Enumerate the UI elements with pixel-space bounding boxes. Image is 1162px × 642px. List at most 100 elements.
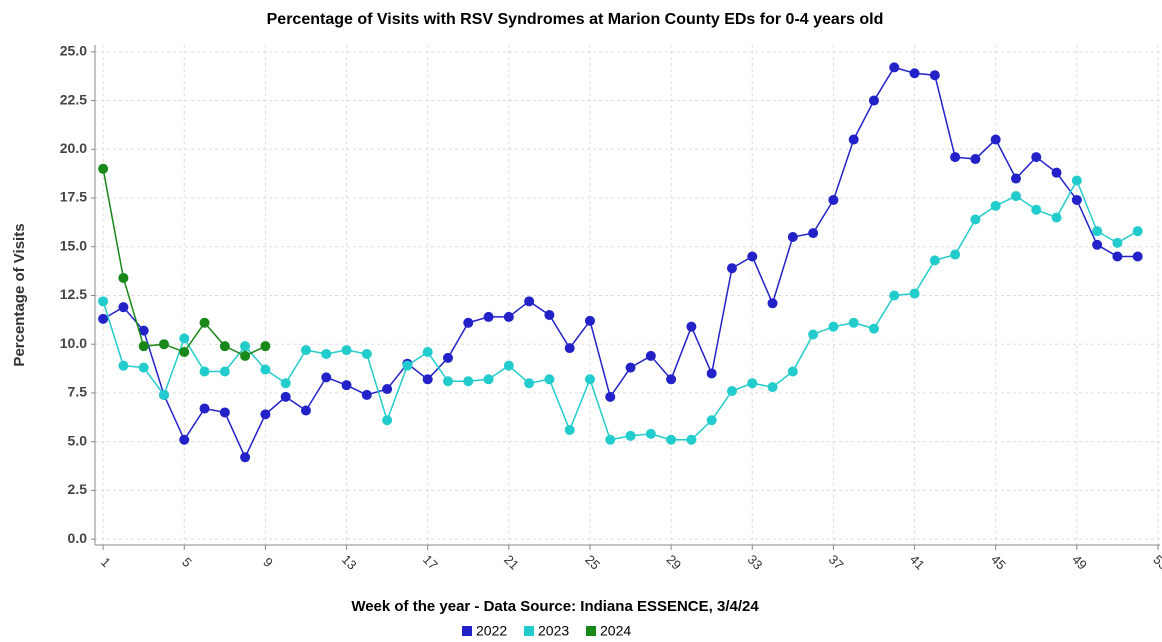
data-point xyxy=(666,434,677,445)
legend-swatch xyxy=(524,626,534,636)
data-point xyxy=(503,311,514,322)
data-point xyxy=(787,232,798,243)
data-point xyxy=(300,405,311,416)
data-point xyxy=(1092,226,1103,237)
data-point xyxy=(889,62,900,73)
x-tick-label: 21 xyxy=(501,552,522,573)
y-tick-label: 25.0 xyxy=(60,43,87,59)
x-tick-label: 9 xyxy=(260,554,276,570)
data-point xyxy=(828,194,839,205)
x-tick-label: 17 xyxy=(420,552,441,573)
data-point xyxy=(179,347,190,358)
data-point xyxy=(341,345,352,356)
data-point xyxy=(1051,212,1062,223)
data-point xyxy=(503,360,514,371)
data-point xyxy=(1092,239,1103,250)
data-point xyxy=(219,341,230,352)
y-tick-label: 17.5 xyxy=(60,189,87,205)
data-point xyxy=(138,341,149,352)
data-point xyxy=(747,378,758,389)
data-point xyxy=(950,249,961,260)
data-point xyxy=(219,407,230,418)
data-point xyxy=(98,296,109,307)
data-point xyxy=(1112,251,1123,262)
data-point xyxy=(1051,167,1062,178)
x-tick-label: 37 xyxy=(826,552,847,573)
data-point xyxy=(909,68,920,79)
x-tick-label: 49 xyxy=(1069,552,1090,573)
data-point xyxy=(361,389,372,400)
x-tick-label: 25 xyxy=(582,552,603,573)
data-point xyxy=(929,70,940,81)
legend-label: 2024 xyxy=(600,623,631,639)
data-point xyxy=(280,391,291,402)
data-point xyxy=(666,374,677,385)
data-point xyxy=(138,362,149,373)
data-point xyxy=(1071,175,1082,186)
y-axis-label: Percentage of Visits xyxy=(11,223,28,366)
x-tick-label: 1 xyxy=(98,554,114,570)
data-point xyxy=(240,341,251,352)
legend-swatch xyxy=(462,626,472,636)
data-point xyxy=(300,345,311,356)
data-point xyxy=(990,200,1001,211)
data-point xyxy=(158,339,169,350)
data-point xyxy=(970,154,981,165)
data-point xyxy=(544,309,555,320)
data-point xyxy=(260,341,271,352)
x-tick-label: 53 xyxy=(1150,552,1162,573)
data-point xyxy=(1010,191,1021,202)
data-point xyxy=(422,347,433,358)
data-point xyxy=(1132,251,1143,262)
data-point xyxy=(767,382,778,393)
data-point xyxy=(199,366,210,377)
data-point xyxy=(950,152,961,163)
data-point xyxy=(260,364,271,375)
x-axis-label: Week of the year - Data Source: Indiana … xyxy=(351,598,759,615)
series-line xyxy=(102,66,1138,460)
data-point xyxy=(868,323,879,334)
data-point xyxy=(199,403,210,414)
data-point xyxy=(240,452,251,463)
data-point xyxy=(483,311,494,322)
data-point xyxy=(402,360,413,371)
data-point xyxy=(605,434,616,445)
y-tick-label: 12.5 xyxy=(60,286,87,302)
data-point xyxy=(726,263,737,274)
data-point xyxy=(321,348,332,359)
data-point xyxy=(909,288,920,299)
data-point xyxy=(686,321,697,332)
data-point xyxy=(1112,237,1123,248)
data-point xyxy=(483,374,494,385)
data-point xyxy=(828,321,839,332)
y-tick-label: 5.0 xyxy=(68,432,88,448)
data-point xyxy=(280,378,291,389)
y-tick-label: 7.5 xyxy=(68,384,88,400)
data-point xyxy=(584,315,595,326)
data-point xyxy=(361,348,372,359)
data-point xyxy=(1031,204,1042,215)
data-point xyxy=(321,372,332,383)
chart-title: Percentage of Visits with RSV Syndromes … xyxy=(267,11,884,28)
data-point xyxy=(808,228,819,239)
data-point xyxy=(98,313,109,324)
data-point xyxy=(706,415,717,426)
x-tick-label: 33 xyxy=(745,552,766,573)
data-point xyxy=(808,329,819,340)
data-point xyxy=(138,325,149,336)
data-point xyxy=(848,134,859,145)
data-point xyxy=(868,95,879,106)
data-point xyxy=(584,374,595,385)
legend-label: 2022 xyxy=(476,623,507,639)
x-tick-label: 29 xyxy=(663,552,684,573)
data-point xyxy=(747,251,758,262)
data-point xyxy=(179,434,190,445)
data-point xyxy=(564,424,575,435)
data-point xyxy=(98,163,109,174)
data-point xyxy=(179,333,190,344)
data-point xyxy=(382,384,393,395)
data-point xyxy=(706,368,717,379)
data-point xyxy=(1132,226,1143,237)
y-tick-label: 10.0 xyxy=(60,335,87,351)
data-point xyxy=(625,430,636,441)
